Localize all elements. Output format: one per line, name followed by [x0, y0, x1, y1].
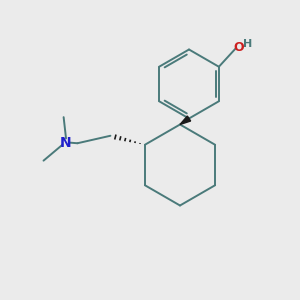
Polygon shape [180, 116, 191, 124]
Text: H: H [243, 39, 253, 49]
Text: N: N [60, 136, 72, 150]
Text: O: O [233, 41, 244, 54]
